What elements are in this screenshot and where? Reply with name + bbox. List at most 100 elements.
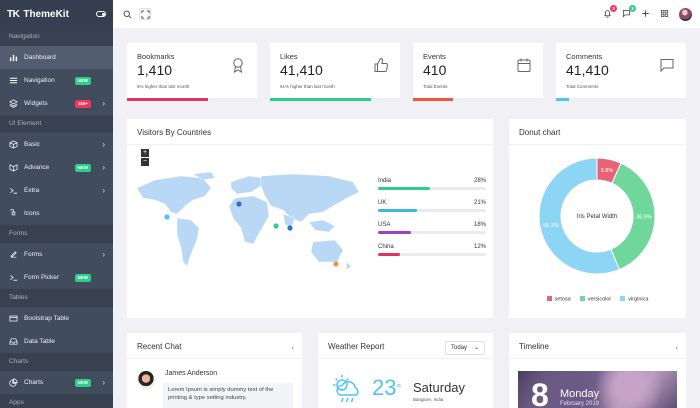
sidebar-item-extra[interactable]: Extra ›: [0, 179, 113, 202]
sidebar-item-forms[interactable]: Forms ›: [0, 243, 113, 266]
map-marker[interactable]: [287, 225, 293, 231]
zoom-out-button[interactable]: −: [141, 158, 149, 166]
chevron-left-icon[interactable]: ‹: [291, 343, 294, 352]
donut-slice-virginica[interactable]: [538, 157, 621, 275]
panel-title: Timeline: [519, 342, 549, 351]
menu-icon: [9, 76, 18, 85]
weather-temperature: 23°: [372, 377, 401, 399]
map-marker[interactable]: [273, 223, 279, 229]
stat-label: Events: [423, 52, 446, 61]
temperature-value: 23: [372, 375, 397, 400]
stat-label: Comments: [566, 52, 603, 61]
recent-chat-panel: Recent Chat ‹ James Anderson Lorem Ipsum…: [127, 333, 302, 408]
count-badge: 150+: [74, 99, 91, 108]
sidebar-item-label: Widgets: [24, 100, 48, 107]
sidebar-item-label: Forms: [24, 251, 43, 258]
fullscreen-icon[interactable]: [139, 8, 151, 20]
donut-chart: 6.8% 36.9% 56.3% Iris Petal Width: [538, 157, 656, 275]
user-avatar[interactable]: [679, 7, 692, 21]
sidebar-item-navigation[interactable]: Navigation NEW: [0, 69, 113, 92]
sidebar-item-data-table[interactable]: Data Table: [0, 330, 113, 353]
weather-day: Saturday: [413, 380, 466, 395]
sidebar-item-form-picker[interactable]: Form Picker NEW: [0, 266, 113, 289]
sidebar: TK ThemeKit Navigation Dashboard Navigat…: [0, 0, 113, 408]
chevron-left-icon[interactable]: ‹: [675, 343, 678, 352]
legend-swatch: [579, 295, 585, 301]
legend-label: versicolor: [587, 296, 612, 302]
sidebar-item-widgets[interactable]: Widgets 150+ ›: [0, 92, 113, 115]
chat-avatar: [137, 371, 155, 389]
sidebar-item-label: Bootstrap Table: [24, 315, 70, 322]
stat-subtext: 6% higher than last month: [137, 84, 190, 89]
country-percent: 21%: [473, 200, 486, 206]
map-marker[interactable]: [236, 201, 242, 207]
timeline-day-number: 8: [531, 377, 549, 408]
timeline-banner: 8 Monday February 2019: [518, 371, 677, 408]
country-progress-track: [378, 231, 486, 234]
edit-icon: [9, 250, 18, 259]
box-icon: [9, 140, 18, 149]
divider: [509, 144, 686, 145]
country-percent: 18%: [473, 222, 486, 228]
message-square-icon: [622, 9, 631, 18]
brand-logo: TK: [7, 8, 20, 20]
legend-label: setosa: [554, 296, 571, 302]
chat-message: Lorem Ipsum is simply dummy text of the …: [163, 383, 293, 408]
timeline-day-name: Monday: [560, 388, 600, 400]
plus-icon[interactable]: [641, 9, 651, 19]
stat-card-likes: Likes 41,410 61% higher than last month: [270, 43, 400, 101]
search-icon[interactable]: [121, 8, 133, 20]
chevron-right-icon: ›: [102, 250, 105, 259]
country-name: India: [378, 178, 392, 184]
brand[interactable]: TK ThemeKit: [0, 0, 113, 28]
sidebar-item-icons[interactable]: Icons: [0, 202, 113, 225]
sidebar-item-label: Charts: [24, 379, 44, 386]
stat-progress-fill: [413, 98, 454, 101]
sidebar-toggle-icon[interactable]: [96, 11, 106, 17]
legend-item-versicolor[interactable]: versicolor: [579, 295, 612, 302]
country-percent: 12%: [473, 244, 486, 250]
sidebar-item-charts[interactable]: Charts NEW ›: [0, 371, 113, 394]
sidebar-item-bootstrap-table[interactable]: Bootstrap Table: [0, 307, 113, 330]
package-icon: [9, 163, 18, 172]
grid-menu-icon[interactable]: [660, 9, 670, 19]
message-square-icon: [660, 59, 674, 73]
stat-value: 410: [423, 62, 447, 78]
section-ui-element: UI Element: [0, 115, 113, 133]
sidebar-item-basic[interactable]: Basic ›: [0, 133, 113, 156]
stat-progress-track: [270, 98, 400, 101]
layers-icon: [9, 99, 18, 108]
legend-item-setosa[interactable]: setosa: [546, 295, 571, 302]
legend-swatch: [546, 295, 552, 301]
stat-subtext: Total Events: [423, 84, 448, 89]
map-marker[interactable]: [164, 214, 170, 220]
period-select[interactable]: Today ⌄: [445, 341, 485, 355]
sidebar-item-advance[interactable]: Advance NEW ›: [0, 156, 113, 179]
divider: [318, 358, 493, 359]
legend-item-virginica[interactable]: virginica: [620, 295, 648, 302]
messages-count: 3: [629, 5, 636, 12]
sidebar-item-dashboard[interactable]: Dashboard: [0, 46, 113, 69]
timeline-panel: Timeline ‹ 8 Monday February 2019: [509, 333, 686, 408]
country-progress-fill: [378, 187, 430, 190]
credit-card-icon: [9, 314, 18, 323]
map-marker[interactable]: [333, 261, 339, 267]
stat-subtext: 61% higher than last month: [280, 84, 335, 89]
chevron-right-icon: ›: [102, 378, 105, 387]
sidebar-item-label: Dashboard: [24, 54, 56, 61]
country-row: China 12%: [378, 244, 486, 256]
stat-subtext: Total Comments: [566, 84, 599, 89]
messages-button[interactable]: 3: [622, 5, 636, 19]
notification-count: 3: [610, 5, 617, 12]
country-row: UK 21%: [378, 200, 486, 212]
thumbs-up-icon: [374, 57, 388, 72]
sidebar-item-label: Navigation: [24, 77, 55, 84]
donut-panel: Donut chart 6.8% 36.9% 56.3% Iris Petal Wid…: [509, 119, 686, 318]
notification-button[interactable]: 3: [603, 5, 617, 19]
section-charts: Charts: [0, 353, 113, 371]
award-icon: [233, 58, 243, 73]
period-select-value: Today: [451, 345, 468, 351]
zoom-in-button[interactable]: +: [141, 149, 149, 157]
stat-label: Bookmarks: [137, 52, 175, 61]
donut-slice-versicolor[interactable]: [610, 162, 656, 271]
